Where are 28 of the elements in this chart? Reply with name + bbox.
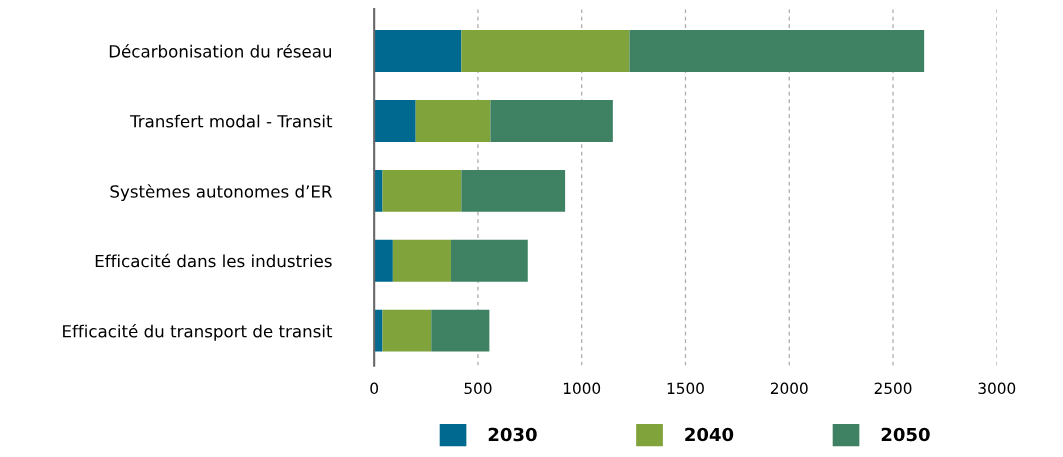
x-tick-label: 500 [464, 382, 492, 395]
x-tick-label: 2000 [770, 382, 808, 395]
y-tick-label: Efficacité dans les industries [95, 253, 332, 268]
x-tick-label: 3000 [978, 382, 1016, 395]
y-tick-label: Transfert modal - Transit [129, 114, 333, 128]
bar [461, 30, 630, 73]
y-tick-label: Décarbonisation du réseau [109, 44, 331, 58]
y-tick-label: Efficacité du transport de transit [63, 323, 333, 341]
bar [382, 169, 462, 212]
bar [490, 100, 613, 142]
bar [415, 100, 491, 142]
bar [374, 239, 393, 282]
x-tick-label: 0 [370, 382, 379, 395]
bar [374, 30, 462, 73]
bar [431, 309, 490, 352]
x-tick-label: 2500 [874, 382, 912, 395]
bar [450, 239, 528, 282]
bar [629, 30, 925, 73]
legend-label: 2030 [488, 427, 537, 442]
legend-label: 2040 [685, 427, 734, 442]
bar [382, 309, 432, 352]
x-tick-label: 1000 [563, 382, 601, 395]
bar [461, 169, 566, 212]
legend-label: 2050 [881, 427, 930, 442]
y-tick-label: Systèmes autonomes d’ER [110, 184, 333, 201]
bar [392, 239, 451, 282]
x-tick-label: 1500 [667, 382, 704, 395]
bar [374, 100, 416, 142]
